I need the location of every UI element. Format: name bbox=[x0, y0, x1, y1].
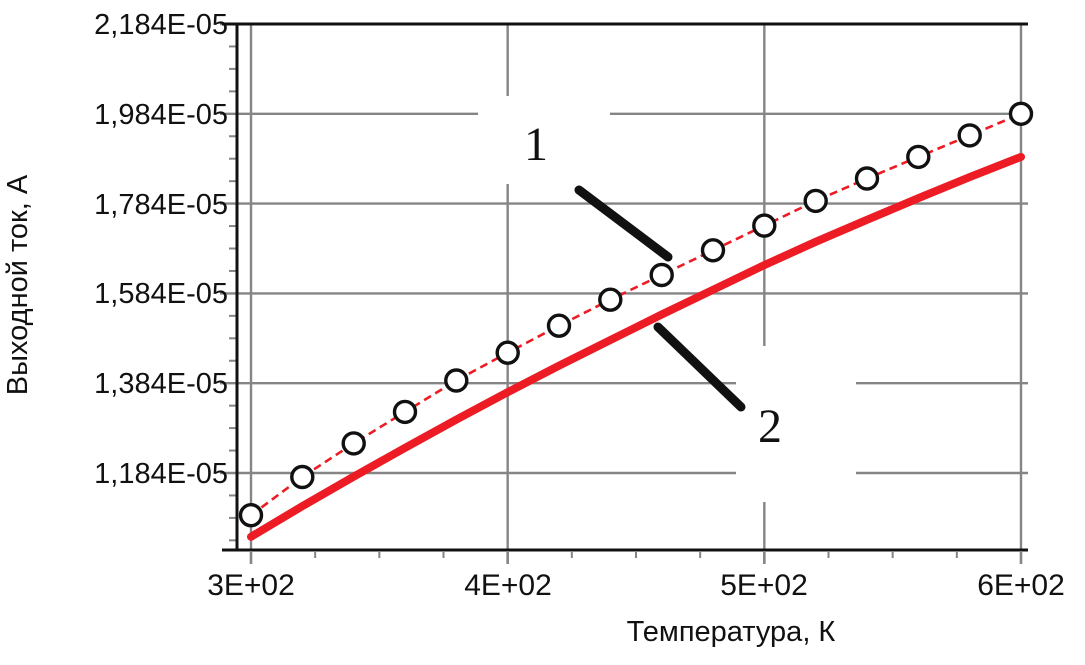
series-1-marker bbox=[598, 287, 623, 312]
y-tick-label: 1,184E-05 bbox=[94, 458, 228, 490]
plot-frame bbox=[222, 22, 1028, 552]
annotation-2-label: 2 bbox=[758, 400, 782, 453]
x-tick-label: 5E+02 bbox=[720, 569, 808, 602]
series-2-curve bbox=[247, 152, 1025, 541]
y-axis-title: Выходной ток, А bbox=[2, 174, 34, 395]
series-1-marker bbox=[752, 213, 777, 238]
x-tick-labels: 3E+02 4E+02 5E+02 6E+02 bbox=[207, 569, 1065, 602]
series-1-marker bbox=[546, 313, 572, 338]
series-1-marker bbox=[700, 238, 726, 263]
x-tick-label: 6E+02 bbox=[977, 569, 1065, 602]
annotation-pointers bbox=[574, 185, 746, 412]
annotation-masks bbox=[478, 96, 856, 502]
series-1-marker bbox=[1008, 101, 1034, 127]
y-tick-label: 2,184E-05 bbox=[94, 9, 228, 41]
y-tick-label: 1,384E-05 bbox=[94, 368, 228, 400]
series-1-marker bbox=[238, 503, 264, 528]
series-1-marker bbox=[444, 368, 469, 393]
x-tick-label: 4E+02 bbox=[464, 569, 552, 602]
y-tick-label: 1,784E-05 bbox=[94, 189, 228, 221]
annotation-2-pointer bbox=[653, 322, 746, 412]
series-1-marker bbox=[854, 166, 880, 191]
series-1-marker bbox=[290, 464, 315, 490]
series-1-marker bbox=[341, 431, 366, 456]
series-1-marker bbox=[392, 399, 418, 425]
annotation-2-mask bbox=[736, 346, 856, 502]
annotation-1-mask bbox=[478, 96, 610, 184]
series-1-marker bbox=[495, 340, 520, 365]
series-1-marker bbox=[957, 123, 982, 148]
series-1-marker bbox=[649, 262, 674, 288]
annotation-1-pointer bbox=[574, 185, 673, 262]
series-1-marker bbox=[803, 188, 828, 214]
y-tick-label: 1,584E-05 bbox=[94, 278, 228, 310]
series-1-curve bbox=[250, 112, 1022, 517]
series-layer bbox=[238, 101, 1034, 541]
y-tick-labels: 2,184E-05 1,984E-05 1,784E-05 1,584E-05 … bbox=[94, 9, 228, 490]
series-1-marker bbox=[906, 144, 931, 170]
annotation-1-label: 1 bbox=[524, 118, 548, 171]
x-axis-title: Температура, К bbox=[627, 616, 836, 648]
y-tick-label: 1,984E-05 bbox=[94, 99, 228, 131]
x-tick-label: 3E+02 bbox=[207, 569, 295, 602]
